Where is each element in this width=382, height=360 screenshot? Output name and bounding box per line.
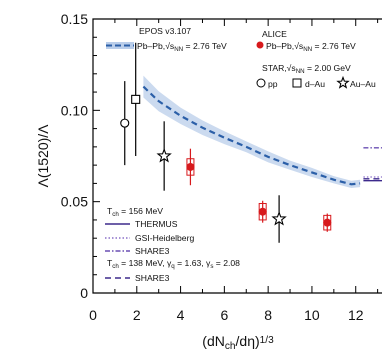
data-point-layer <box>120 42 332 243</box>
model-line-layer <box>142 85 382 186</box>
legend-tch156-title: Tch = 156 MeV <box>107 206 163 218</box>
data-point <box>131 94 141 104</box>
legend-epos-label: Pb–Pb,√sNN = 2.76 TeV <box>137 41 227 53</box>
model-band <box>143 75 361 188</box>
legend-star-title: STAR,√sNN = 2.00 GeV <box>262 63 351 75</box>
x-tick-label: 0 <box>89 307 97 323</box>
model-band-layer <box>143 75 361 188</box>
legend-pp-label: pp <box>268 79 278 89</box>
x-tick-label: 6 <box>220 307 228 323</box>
axis-labels: (dNch/dη)1/3 Λ(1520)/Λ <box>35 124 274 352</box>
y-tick-label: 0 <box>80 285 88 301</box>
plot-axes: 0 2 4 6 8 10 12 0 0.05 0.10 0.15 <box>61 11 382 323</box>
x-tick-label: 10 <box>304 307 320 323</box>
legend-dau-label: d–Au <box>305 79 325 89</box>
legend-alice-title: ALICE <box>262 29 287 39</box>
legend-share3a-label: SHARE3 <box>135 246 170 256</box>
legend-epos-title: EPOS v3.107 <box>139 26 191 36</box>
plot-frame <box>92 18 382 294</box>
legend-pp-marker <box>256 78 266 88</box>
legend-thermus-label: THERMUS <box>135 219 178 229</box>
y-tick-label: 0.10 <box>61 102 88 118</box>
data-point <box>271 210 287 226</box>
legend-auau-marker <box>336 75 350 89</box>
y-tick-label: 0.05 <box>61 194 88 210</box>
data-point <box>120 118 130 128</box>
legend-alice-label: Pb–Pb,√sNN = 2.76 TeV <box>266 41 356 53</box>
data-point <box>323 218 332 227</box>
x-tick-label: 4 <box>177 307 185 323</box>
x-axis-title: (dNch/dη)1/3 <box>202 333 274 352</box>
x-tick-label: 2 <box>133 307 141 323</box>
legend: EPOS v3.107 Pb–Pb,√sNN = 2.76 TeV ALICE Pb–… <box>105 26 376 283</box>
legend-dau-marker <box>292 78 302 88</box>
legend-tch138-title: Tch = 138 MeV, γq = 1.63, γs = 2.08 <box>107 258 240 270</box>
model-line <box>142 85 361 186</box>
data-point <box>186 162 195 171</box>
y-axis-title: Λ(1520)/Λ <box>35 124 51 188</box>
x-tick-label: 8 <box>264 307 272 323</box>
legend-auau-label: Au–Au <box>350 79 376 89</box>
data-point <box>156 147 172 163</box>
y-tick-label: 0.15 <box>61 11 88 27</box>
x-tick-label: 12 <box>348 307 364 323</box>
legend-gsi-label: GSI-Heidelberg <box>135 233 194 243</box>
legend-alice-marker <box>256 41 264 49</box>
legend-share3b-label: SHARE3 <box>135 273 170 283</box>
data-point <box>258 207 267 216</box>
